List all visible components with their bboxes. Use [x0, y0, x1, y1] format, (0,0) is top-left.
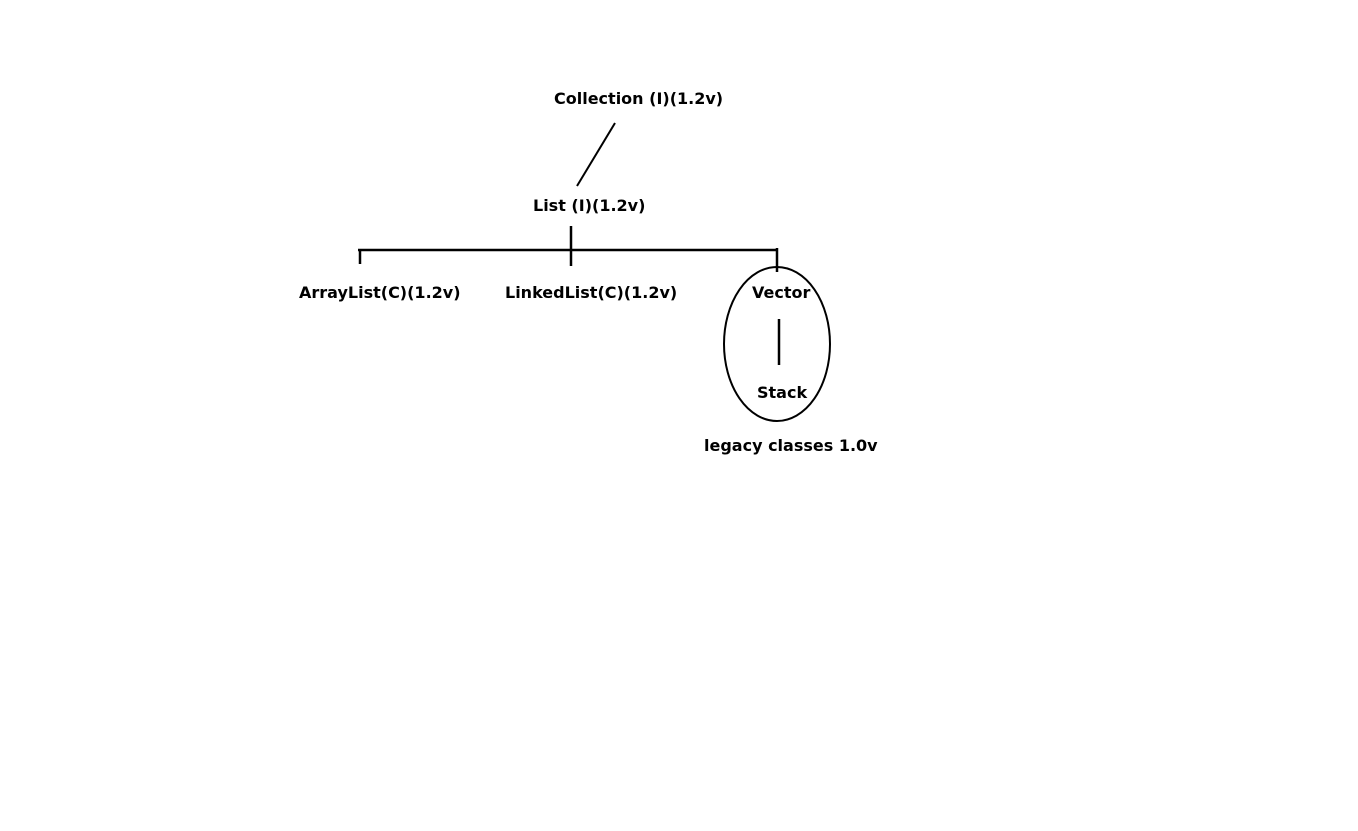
- node-collection: Collection (I)(1.2v): [554, 89, 724, 108]
- node-vector: Vector: [752, 283, 811, 302]
- legacy-group-ellipse: [723, 266, 831, 422]
- node-linkedlist: LinkedList(C)(1.2v): [505, 283, 678, 302]
- edge-collection-list: [576, 122, 616, 187]
- node-arraylist: ArrayList(C)(1.2v): [299, 283, 461, 302]
- node-stack: Stack: [757, 383, 808, 402]
- legacy-caption: legacy classes 1.0v: [704, 436, 878, 455]
- node-list: List (I)(1.2v): [533, 196, 646, 215]
